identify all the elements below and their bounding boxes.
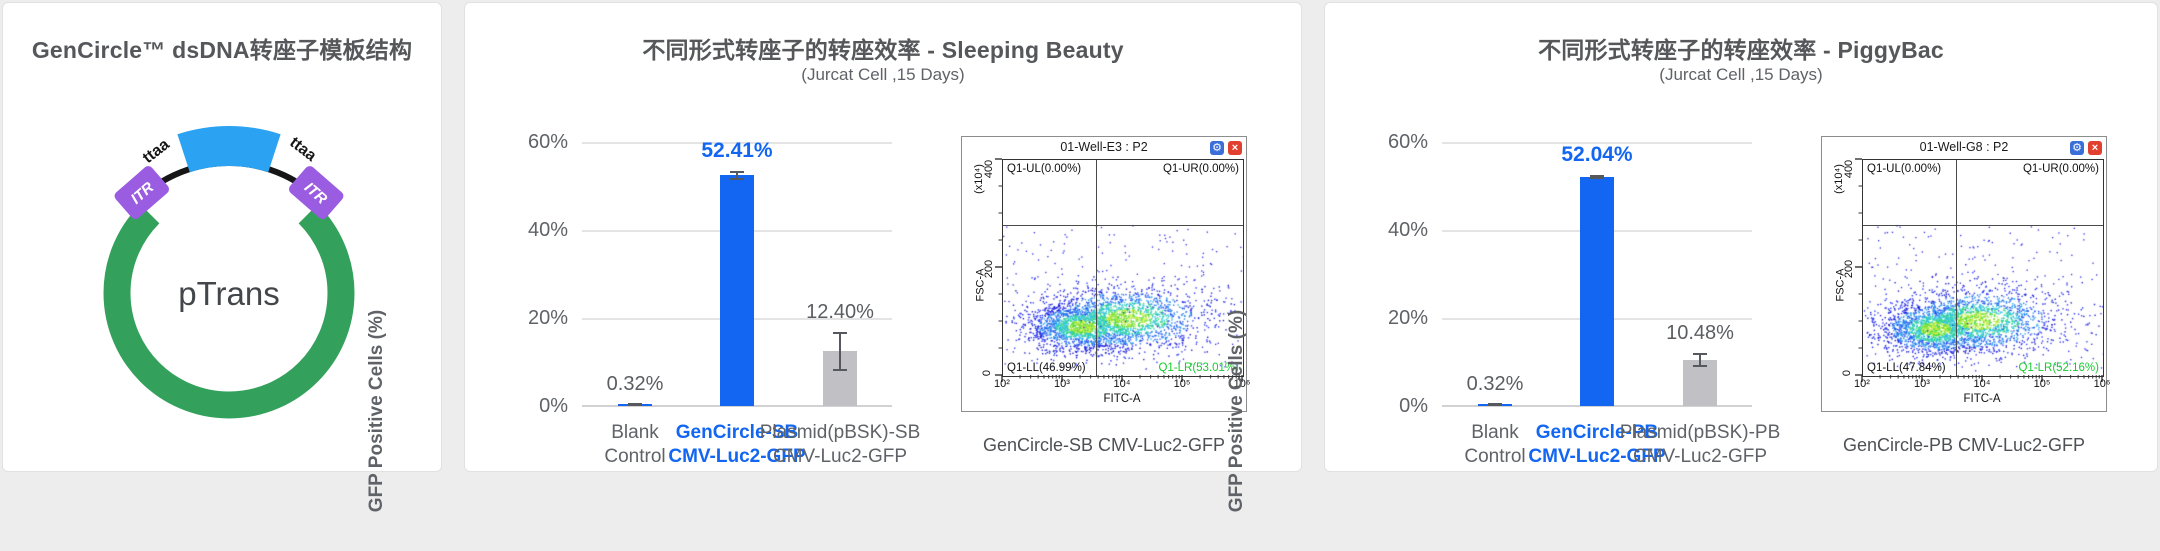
plasmid-green-ring — [103, 204, 355, 419]
flow-y-tick-400: 400 — [983, 159, 996, 179]
quadrant-label-ur: Q1-UR(0.00%) — [1162, 163, 1239, 175]
flow-y-axis-label: FSC-A — [1834, 268, 1847, 302]
y-tick-60: 60% — [1387, 131, 1428, 153]
bar-gencircle-pb: 52.04% — [1561, 142, 1633, 406]
quadrant-line-vertical — [1096, 160, 1097, 376]
quadrant-label-ur: Q1-UR(0.00%) — [2022, 163, 2099, 175]
scatter-cloud — [1003, 160, 1243, 376]
x-label-plasmid-sb: Plasmid(pBSK)-SB CMV-Luc2-GFP — [759, 422, 921, 467]
quadrant-label-ul: Q1-UL(0.00%) — [1867, 163, 1942, 175]
bar-value-label: 10.48% — [1666, 322, 1734, 345]
flow-x-axis-label: FITC-A — [1963, 393, 2001, 405]
bar-plasmid-pb: 10.48% — [1666, 142, 1734, 406]
piggybac-card: 不同形式转座子的转座效率 - PiggyBac (Jurcat Cell ,15… — [1226, 2, 2158, 512]
flow-window-header: 01-Well-E3 : P2 — [962, 137, 1246, 159]
pb-chart-subtitle: (Jurcat Cell ,15 Days) — [1659, 65, 1823, 84]
y-axis-label: GFP Positive Cells (%) — [366, 309, 387, 513]
x-axis-line — [582, 405, 892, 407]
x-label-blank-control: Blank Control — [604, 422, 666, 467]
flow-plot-area: Q1-UL(0.00%) Q1-UR(0.00%) Q1-LL(47.84%) … — [1862, 159, 2104, 377]
pb-chart-title: 不同形式转座子的转座效率 - PiggyBac — [1538, 37, 1944, 63]
x-label-plasmid-pb: Plasmid(pBSK)-PB CMV-Luc2-GFP — [1619, 422, 1781, 467]
gear-icon[interactable]: ⚙ — [1210, 141, 1224, 155]
y-tick-60: 60% — [527, 131, 568, 153]
bar-gencircle-sb: 52.41% — [701, 139, 773, 406]
y-tick-40: 40% — [1387, 219, 1428, 241]
y-tick-0: 0% — [539, 395, 568, 417]
quadrant-line-vertical — [1956, 160, 1957, 376]
scatter-cloud — [1863, 160, 2103, 376]
ttaa-label-left: ttaa — [140, 136, 173, 167]
bar-value-label: 0.32% — [1466, 372, 1524, 395]
y-tick-40: 40% — [527, 219, 568, 241]
y-axis-label: GFP Positive Cells (%) — [1226, 309, 1247, 513]
error-bar — [833, 331, 847, 372]
itr-box-right: ITR — [288, 166, 344, 220]
quadrant-label-lr: Q1-LR(53.01%) — [1158, 362, 1239, 374]
flow-window-title: 01-Well-E3 : P2 — [1060, 140, 1148, 154]
quadrant-label-lr: Q1-LR(52.16%) — [2018, 362, 2099, 374]
bar-rect — [1683, 359, 1717, 406]
quadrant-line-horizontal — [1003, 225, 1243, 226]
sleeping-beauty-card: 不同形式转座子的转座效率 - Sleeping Beauty (Jurcat C… — [366, 2, 1302, 512]
pb-flow-cytometry-panel: 01-Well-G8 : P2 ⚙ × Q1-UL(0.00%) Q1-UR(0… — [1821, 136, 2110, 412]
flow-window-title: 01-Well-G8 : P2 — [1919, 140, 2009, 154]
flow-plot-area: Q1-UL(0.00%) Q1-UR(0.00%) Q1-LL(46.99%) … — [1002, 159, 1244, 377]
pb-flow-caption: GenCircle-PB CMV-Luc2-GFP — [1842, 435, 2086, 455]
x-axis-line — [1442, 405, 1752, 407]
error-bar — [1488, 402, 1502, 406]
plasmid-map: ttaa ttaa ITR ITR pTrans — [103, 126, 355, 419]
flow-y-exponent: (x10⁴) — [1832, 164, 1845, 194]
bar-rect — [1580, 177, 1614, 406]
y-tick-20: 20% — [1387, 307, 1428, 329]
y-tick-0: 0% — [1399, 395, 1428, 417]
error-bar — [1590, 175, 1604, 180]
flow-y-exponent: (x10⁴) — [972, 164, 985, 194]
error-bar — [628, 402, 642, 406]
ttaa-label-right: ttaa — [286, 134, 319, 165]
itr-box-left: ITR — [114, 166, 170, 220]
x-label-gencircle-sb: GenCircle-SB CMV-Luc2-GFP — [668, 422, 806, 467]
bar-blank-control: 0.32% — [1467, 142, 1523, 406]
flow-y-axis-label: FSC-A — [974, 268, 987, 302]
bar-value-label: 0.32% — [606, 372, 664, 395]
plasmid-cargo-segment — [177, 126, 281, 173]
flow-x-axis-label: FITC-A — [1103, 393, 1141, 405]
close-icon[interactable]: × — [1228, 141, 1242, 155]
plasmid-card-title: GenCircle™ dsDNA转座子模板结构 — [31, 37, 413, 63]
bar-blank-control: 0.32% — [607, 142, 663, 406]
bar-plasmid-sb: 12.40% — [806, 142, 874, 406]
plasmid-name: pTrans — [178, 275, 279, 312]
close-icon[interactable]: × — [2088, 141, 2102, 155]
flow-y-tick-0: 0 — [1841, 369, 1854, 377]
flow-y-tick-400: 400 — [1843, 159, 1856, 179]
x-label-gencircle-pb: GenCircle-PB CMV-Luc2-GFP — [1528, 422, 1666, 467]
y-tick-20: 20% — [527, 307, 568, 329]
quadrant-label-ul: Q1-UL(0.00%) — [1007, 163, 1082, 175]
bar-rect — [720, 175, 754, 406]
bar-value-label: 12.40% — [806, 300, 874, 323]
flow-y-tick-0: 0 — [981, 369, 994, 377]
sb-chart-title: 不同形式转座子的转座效率 - Sleeping Beauty — [642, 37, 1124, 63]
flow-window-header: 01-Well-G8 : P2 — [1822, 137, 2106, 159]
quadrant-label-ll: Q1-LL(46.99%) — [1007, 362, 1086, 374]
error-bar — [730, 171, 744, 180]
quadrant-label-ll: Q1-LL(47.84%) — [1867, 362, 1946, 374]
sb-flow-cytometry-panel: 01-Well-E3 : P2 ⚙ × Q1-UL(0.00%) Q1-UR(0… — [961, 136, 1250, 412]
pb-bar-plot: 60% 40% 20% 0% GFP Positive Cells (%) 0.… — [1226, 131, 1752, 512]
quadrant-line-horizontal — [1863, 225, 2103, 226]
bar-value-label: 52.04% — [1561, 143, 1633, 167]
sb-bar-plot: 60% 40% 20% 0% GFP Positive Cells (%) 0.… — [366, 131, 892, 512]
bar-value-label: 52.41% — [701, 139, 773, 162]
gridline-60 — [1442, 142, 1752, 144]
error-bar — [1693, 353, 1707, 367]
sb-chart-subtitle: (Jurcat Cell ,15 Days) — [801, 65, 965, 84]
gear-icon[interactable]: ⚙ — [2070, 141, 2084, 155]
gridline-60 — [582, 142, 892, 144]
sb-flow-caption: GenCircle-SB CMV-Luc2-GFP — [982, 435, 1226, 455]
x-label-blank-control: Blank Control — [1464, 422, 1526, 467]
plasmid-structure-card: GenCircle™ dsDNA转座子模板结构 ttaa ttaa ITR IT… — [2, 2, 442, 472]
